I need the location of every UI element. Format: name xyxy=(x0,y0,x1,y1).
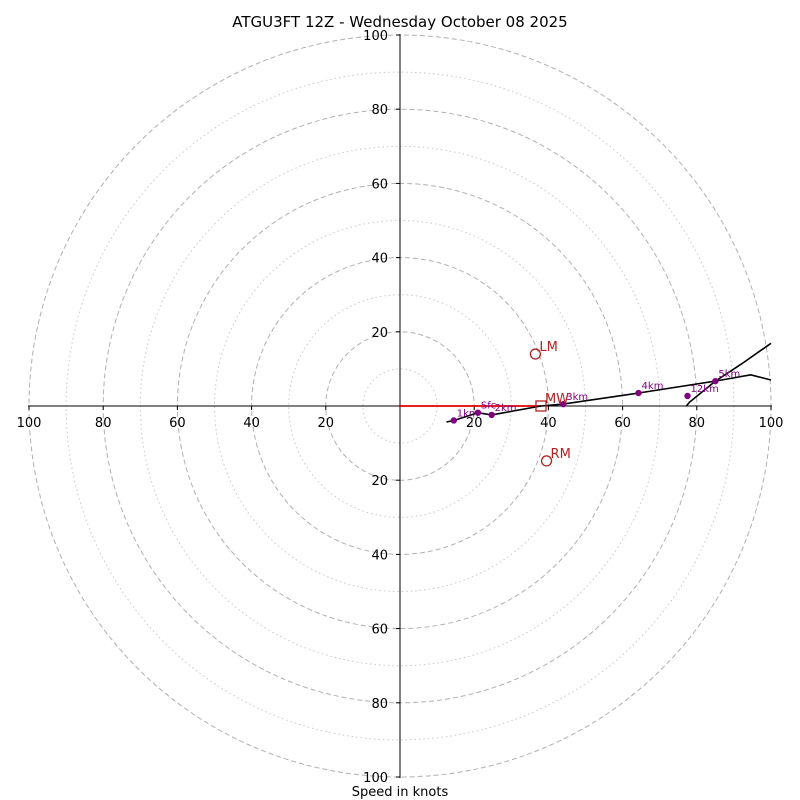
y-tick-label: 40 xyxy=(371,252,388,267)
storm-marker-mw xyxy=(535,400,547,412)
y-tick-label: 100 xyxy=(363,771,388,786)
height-marker-1km xyxy=(450,417,457,424)
height-marker-2km xyxy=(488,411,495,419)
height-marker-label: 1km xyxy=(457,408,479,419)
height-marker-sfc xyxy=(474,409,482,416)
y-tick-label: 20 xyxy=(371,326,388,341)
height-marker-label: 12km xyxy=(691,384,719,395)
x-axis-label: Speed in knots xyxy=(352,785,449,800)
x-tick-label: 100 xyxy=(17,416,42,431)
x-tick-label: 20 xyxy=(318,416,335,431)
x-tick-label: 80 xyxy=(689,416,706,431)
chart-title: ATGU3FT 12Z - Wednesday October 08 2025 xyxy=(232,13,567,31)
height-marker-label: 2km xyxy=(495,403,517,414)
storm-label-lm: LM xyxy=(539,340,557,355)
x-tick-label: 40 xyxy=(540,416,557,431)
height-marker-3km xyxy=(560,400,567,408)
x-tick-label: 60 xyxy=(169,416,186,431)
y-tick-label: 20 xyxy=(371,474,388,489)
storm-label-mw: MW xyxy=(545,392,569,407)
height-marker-label: 3km xyxy=(566,392,588,403)
height-marker-label: 5km xyxy=(718,369,740,380)
storm-label-rm: RM xyxy=(551,447,571,462)
y-tick-label: 80 xyxy=(371,697,388,712)
x-tick-label: 40 xyxy=(243,416,260,431)
axis-ticks: 100 80 60 40 20 20 40 60 80 100 100 80 60 40 20 20 40 60 8… xyxy=(17,29,784,786)
hodograph-line xyxy=(446,373,772,423)
y-tick-label: 60 xyxy=(371,177,388,192)
y-tick-label: 100 xyxy=(363,29,388,44)
height-marker-label: Sfc xyxy=(481,401,496,412)
x-tick-label: 60 xyxy=(614,416,631,431)
storm-marker-lm xyxy=(529,348,542,360)
x-tick-label: 20 xyxy=(466,416,483,431)
y-tick-label: 40 xyxy=(371,548,388,563)
height-marker-12km xyxy=(684,392,691,400)
y-tick-label: 60 xyxy=(371,623,388,638)
x-tick-label: 80 xyxy=(95,416,112,431)
height-marker-4km xyxy=(635,389,642,397)
height-marker-label: 4km xyxy=(642,381,664,392)
x-tick-label: 100 xyxy=(759,416,784,431)
storm-motion-markers: LM MW RM xyxy=(529,340,571,467)
height-marker-5km xyxy=(712,377,719,385)
storm-marker-rm xyxy=(540,455,553,467)
y-tick-label: 80 xyxy=(371,103,388,118)
